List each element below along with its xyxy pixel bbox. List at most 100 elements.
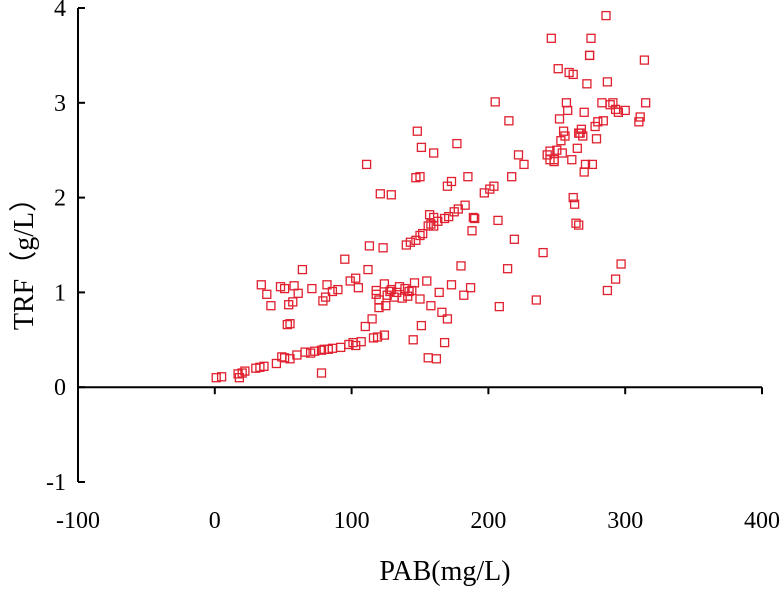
data-point — [489, 181, 499, 191]
x-tick-label: 300 — [607, 508, 643, 534]
data-point — [444, 211, 454, 222]
data-point — [602, 77, 613, 87]
data-point — [409, 278, 420, 288]
data-point — [552, 145, 562, 155]
data-point — [558, 126, 569, 136]
data-point — [587, 159, 598, 170]
data-point — [320, 292, 331, 302]
x-tick-label: 100 — [334, 508, 370, 534]
data-point — [602, 285, 613, 296]
data-point — [586, 33, 596, 43]
data-point — [363, 264, 373, 275]
data-point — [340, 254, 350, 264]
data-point — [579, 167, 589, 177]
data-point — [316, 345, 327, 355]
data-point — [545, 146, 555, 156]
data-point — [554, 114, 565, 124]
data-point — [502, 264, 513, 274]
data-point — [293, 288, 303, 298]
x-tick-label: 0 — [209, 508, 221, 534]
data-point — [584, 50, 595, 61]
tick-labels: -1 0 1 2 3 4 -100 0 100 200 300 400 — [46, 0, 780, 534]
data-point — [446, 280, 457, 290]
data-point — [463, 172, 473, 182]
data-point — [563, 105, 573, 116]
data-point — [504, 116, 514, 126]
data-point — [379, 330, 390, 340]
data-point — [572, 143, 582, 153]
data-point — [374, 302, 384, 313]
data-point — [605, 100, 615, 110]
data-point — [282, 319, 292, 330]
x-tick-label: 200 — [470, 508, 506, 534]
data-point — [397, 293, 407, 303]
data-point — [375, 189, 385, 199]
data-point — [216, 372, 227, 382]
data-point — [557, 148, 567, 158]
data-point — [297, 264, 308, 275]
data-point — [256, 280, 266, 290]
data-points — [211, 10, 651, 383]
data-point — [405, 237, 416, 247]
data-point — [582, 79, 592, 89]
data-point — [327, 286, 338, 297]
data-point — [467, 226, 477, 236]
data-point — [456, 261, 466, 271]
data-point — [446, 176, 457, 187]
y-tick-label: 3 — [54, 91, 66, 117]
data-point — [307, 283, 317, 294]
data-point — [416, 142, 427, 153]
data-point — [608, 98, 618, 108]
y-tick-label: 0 — [54, 375, 66, 401]
data-point — [613, 107, 624, 117]
y-tick-label: -1 — [46, 470, 66, 496]
data-point — [361, 159, 372, 170]
data-point — [426, 219, 436, 229]
data-point — [415, 230, 425, 241]
data-point — [429, 212, 439, 223]
data-point — [394, 282, 405, 292]
data-point — [289, 281, 299, 291]
data-point — [641, 98, 651, 108]
data-point — [415, 172, 425, 182]
data-point — [493, 215, 503, 226]
data-point — [639, 55, 650, 65]
data-point — [494, 301, 504, 312]
x-tick-label: 400 — [744, 508, 780, 534]
data-point — [371, 285, 381, 296]
data-point — [310, 346, 320, 356]
data-point — [408, 335, 418, 345]
tick-marks — [77, 7, 763, 483]
data-point — [336, 342, 346, 353]
data-point — [468, 212, 479, 223]
y-tick-label: 4 — [54, 0, 66, 22]
data-point — [240, 366, 250, 376]
y-tick-label: 2 — [54, 186, 66, 212]
data-point — [379, 279, 390, 289]
data-point — [590, 121, 600, 132]
data-point — [437, 307, 447, 317]
data-point — [635, 112, 645, 122]
data-point — [234, 373, 245, 383]
data-point — [288, 297, 298, 307]
data-point — [567, 155, 577, 165]
data-point — [279, 353, 290, 363]
data-point — [266, 301, 276, 311]
data-point — [381, 301, 391, 311]
data-point — [351, 273, 361, 283]
data-point — [259, 361, 269, 371]
data-point — [262, 289, 272, 299]
data-point — [465, 283, 476, 293]
data-point — [416, 320, 427, 331]
data-point — [423, 221, 433, 231]
data-point — [610, 104, 621, 115]
data-point — [507, 172, 517, 182]
data-point — [300, 347, 310, 357]
data-point — [442, 314, 453, 324]
x-axis-title: PAB(mg/L) — [379, 556, 510, 587]
data-point — [434, 287, 444, 298]
data-point — [279, 283, 290, 294]
data-point — [333, 284, 343, 295]
data-point — [322, 280, 332, 290]
